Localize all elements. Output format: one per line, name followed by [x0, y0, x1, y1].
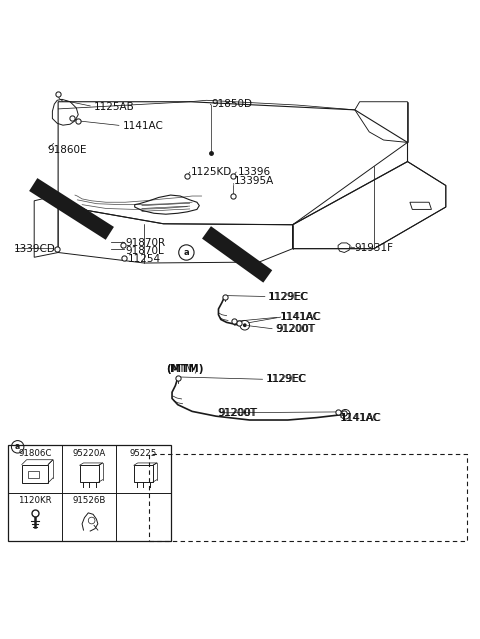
Text: 1141AC: 1141AC	[281, 312, 322, 322]
Text: 95225: 95225	[130, 449, 157, 458]
Text: 1125KD: 1125KD	[191, 167, 232, 177]
Text: 1129EC: 1129EC	[269, 291, 309, 302]
Bar	[28, 471, 39, 478]
Bar	[80, 465, 99, 482]
Text: a: a	[15, 442, 20, 451]
Text: 1129EC: 1129EC	[266, 374, 307, 384]
Text: 91870R: 91870R	[125, 238, 165, 248]
Text: 13395A: 13395A	[234, 176, 275, 186]
Bar	[8, 445, 170, 541]
Text: 11254: 11254	[128, 254, 161, 264]
Text: 1120KR: 1120KR	[18, 496, 52, 505]
Text: 95220A: 95220A	[72, 449, 106, 458]
Text: 91931F: 91931F	[355, 243, 394, 252]
Text: 1129EC: 1129EC	[268, 291, 308, 302]
Circle shape	[240, 320, 250, 330]
Bar	[149, 454, 468, 541]
Text: 91526B: 91526B	[72, 496, 106, 505]
Text: 1141AC: 1141AC	[340, 413, 382, 422]
Text: a: a	[183, 248, 189, 257]
Text: 91850D: 91850D	[211, 99, 252, 109]
Text: 91860E: 91860E	[48, 144, 87, 155]
Bar	[134, 465, 153, 482]
Text: 91870L: 91870L	[125, 246, 164, 256]
Text: 1141AC: 1141AC	[339, 413, 381, 422]
Circle shape	[340, 410, 350, 419]
Circle shape	[343, 412, 347, 416]
Text: 1129EC: 1129EC	[265, 374, 306, 384]
Text: 1339CD: 1339CD	[14, 243, 56, 254]
Text: 1141AC: 1141AC	[123, 121, 164, 130]
Text: 91200T: 91200T	[217, 408, 257, 418]
Text: 13396: 13396	[238, 167, 271, 177]
Text: (MTM): (MTM)	[166, 364, 198, 374]
Text: 91200T: 91200T	[276, 324, 315, 334]
Text: 91200T: 91200T	[218, 408, 258, 418]
Text: 91806C: 91806C	[18, 449, 52, 458]
Text: 1125AB: 1125AB	[94, 102, 135, 112]
Text: 91200T: 91200T	[275, 324, 314, 334]
Text: (MTM): (MTM)	[166, 364, 204, 374]
Circle shape	[243, 323, 247, 327]
Bar	[22, 465, 48, 482]
Text: 1141AC: 1141AC	[280, 312, 321, 322]
